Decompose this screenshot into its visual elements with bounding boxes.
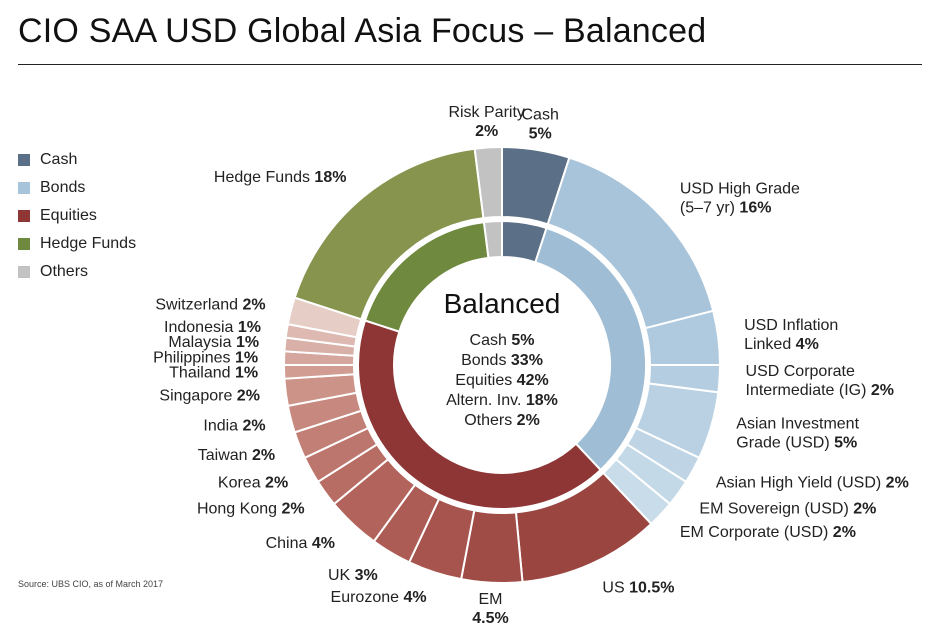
slice-label-malaysia: Malaysia 1% (168, 334, 259, 351)
slice-label-asian-high-yield-usd: Asian High Yield (USD) 2% (716, 475, 909, 492)
slice-label-cash: Cash 5% (521, 107, 558, 143)
slice-label-risk-parity: Risk Parity 2% (448, 104, 524, 140)
slice-label-korea: Korea 2% (218, 475, 288, 492)
legend-item-others: Others (18, 258, 136, 286)
slice-label-hedge-funds: Hedge Funds 18% (214, 169, 347, 186)
chart-legend: Cash Bonds Equities Hedge Funds Others (18, 146, 136, 286)
slice-label-china: China 4% (266, 535, 335, 552)
slice-label-asian-investment-grade-usd: Asian Investment Grade (USD) 5% (736, 416, 859, 452)
center-line-equities: Equities 42% (455, 372, 548, 389)
legend-swatch (18, 154, 30, 166)
legend-item-bonds: Bonds (18, 174, 136, 202)
slice-label-uk: UK 3% (328, 567, 378, 584)
slice-label-hong-kong: Hong Kong 2% (197, 500, 305, 517)
slice-label-us: US 10.5% (602, 579, 674, 596)
slice-label-eurozone: Eurozone 4% (331, 589, 427, 606)
source-note: Source: UBS CIO, as of March 2017 (18, 579, 164, 589)
slice-label-em-corporate-usd: EM Corporate (USD) 2% (680, 524, 856, 541)
slice-label-india: India 2% (203, 418, 265, 435)
legend-label: Bonds (40, 179, 86, 196)
slice-label-singapore: Singapore 2% (159, 388, 260, 405)
inner-slice-others (482, 219, 503, 259)
legend-item-equities: Equities (18, 202, 136, 230)
slice-label-taiwan: Taiwan 2% (198, 447, 275, 464)
center-line-cash: Cash 5% (470, 332, 535, 349)
slice-label-usd-inflation-linked: USD Inflation Linked 4% (744, 317, 838, 353)
slice-label-em-sovereign-usd: EM Sovereign (USD) 2% (699, 500, 876, 517)
legend-item-hedge-funds: Hedge Funds (18, 230, 136, 258)
slice-label-em: EM 4.5% (472, 591, 508, 627)
slice-label-usd-corporate-intermediate-ig: USD Corporate Intermediate (IG) 2% (746, 363, 895, 399)
slice-label-philippines: Philippines 1% (153, 349, 258, 366)
legend-swatch (18, 238, 30, 250)
legend-swatch (18, 182, 30, 194)
legend-label: Cash (40, 151, 78, 168)
outer-slice-risk-parity (473, 145, 503, 220)
title-divider (18, 64, 922, 65)
slice-label-indonesia: Indonesia 1% (164, 319, 261, 336)
slice-label-usd-high-grade-5-7-yr: USD High Grade (5–7 yr) 16% (680, 180, 800, 216)
center-title: Balanced (444, 288, 561, 319)
slice-label-switzerland: Switzerland 2% (155, 296, 265, 313)
center-line-altern-inv: Altern. Inv. 18% (446, 392, 558, 409)
legend-swatch (18, 266, 30, 278)
legend-label: Hedge Funds (40, 235, 137, 252)
legend-label: Equities (40, 207, 97, 224)
center-line-bonds: Bonds 33% (461, 352, 543, 369)
slice-label-thailand: Thailand 1% (169, 365, 258, 382)
inner-slice-equities (357, 319, 602, 510)
legend-label: Others (40, 263, 89, 280)
page-title: CIO SAA USD Global Asia Focus – Balanced (18, 12, 707, 50)
center-line-others: Others 2% (464, 412, 540, 429)
legend-item-cash: Cash (18, 146, 136, 174)
legend-swatch (18, 210, 30, 222)
